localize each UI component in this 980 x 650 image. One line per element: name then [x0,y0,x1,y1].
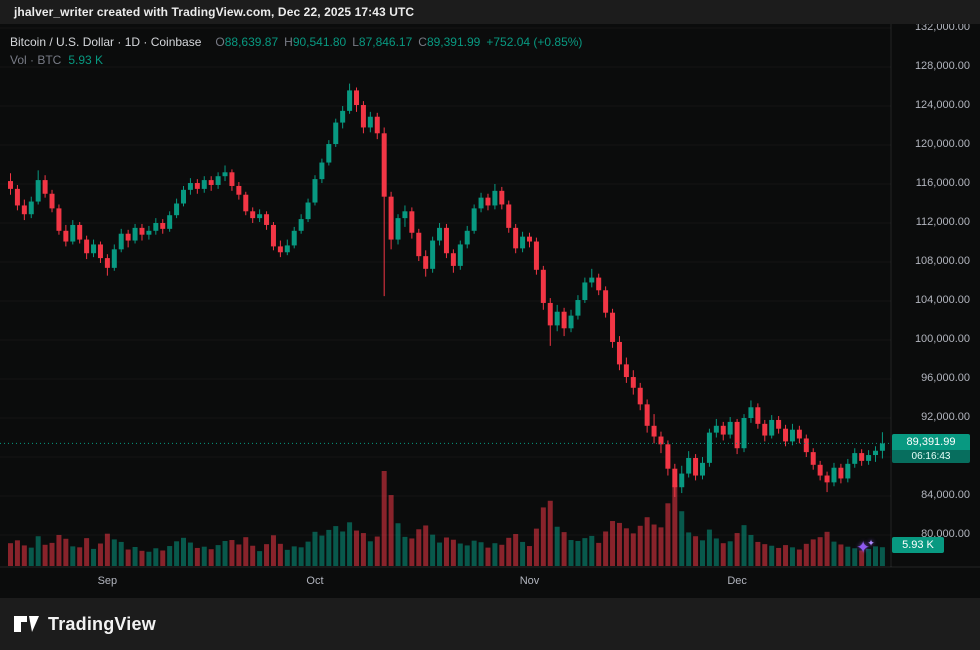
price-axis-label: 84,000.00 [921,489,970,501]
volume-value: 5.93 K [68,53,104,67]
tradingview-logo-icon[interactable] [12,613,40,635]
legend: Bitcoin / U.S. Dollar · 1D · Coinbase O88… [10,34,582,69]
brand-name[interactable]: TradingView [48,613,156,634]
bar-countdown: 06:16:43 [892,450,970,464]
open-label: O [215,35,225,49]
chart-pane[interactable]: Bitcoin / U.S. Dollar · 1D · Coinbase O88… [0,24,980,598]
sparkle-icon: ✦✦ [856,538,875,557]
change-value: +752.04 (+0.85%) [486,35,583,49]
price-axis-label: 120,000.00 [914,138,970,150]
attribution-text: jhalver_writer created with TradingView.… [14,5,415,19]
time-axis-label: Oct [306,575,324,587]
price-axis-label: 80,000.00 [921,528,970,540]
legend-row-volume: Vol · BTC 5.93 K [10,52,582,69]
legend-row-symbol: Bitcoin / U.S. Dollar · 1D · Coinbase O88… [10,34,582,51]
symbol-title[interactable]: Bitcoin / U.S. Dollar · 1D · Coinbase [10,35,202,49]
candlestick-chart[interactable] [0,24,980,598]
gridlines [0,27,891,536]
high-label: H [284,35,293,49]
volume-bars [8,471,885,566]
price-axis-label: 96,000.00 [921,372,970,384]
time-axis-label: Dec [727,575,747,587]
price-axis-label: 92,000.00 [921,411,970,423]
price-axis-label: 132,000.00 [914,24,970,33]
high-value: 90,541.80 [292,35,347,49]
price-axis-label: 116,000.00 [915,177,970,189]
price-axis-label: 104,000.00 [914,294,970,306]
price-axis-label: 112,000.00 [915,216,970,228]
open-value: 88,639.87 [224,35,279,49]
attribution-bar: jhalver_writer created with TradingView.… [0,0,980,24]
price-axis-label: 128,000.00 [914,60,970,72]
time-axis-label: Sep [97,575,118,587]
price-axis-label: 124,000.00 [914,99,970,111]
time-axis-label: Nov [519,575,540,587]
close-value: 89,391.99 [426,35,481,49]
volume-label[interactable]: Vol · BTC [10,53,62,67]
price-axis-label: 108,000.00 [914,255,970,267]
current-price-value: 89,391.99 [892,434,970,451]
volume-badge: 5.93 K [892,537,944,554]
low-value: 87,846.17 [358,35,413,49]
candles [8,83,885,497]
low-label: L [352,35,359,49]
current-price-badge: 89,391.99 06:16:43 [892,434,970,464]
price-axis-label: 100,000.00 [914,333,970,345]
footer-bar: TradingView [0,598,980,650]
close-label: C [418,35,427,49]
